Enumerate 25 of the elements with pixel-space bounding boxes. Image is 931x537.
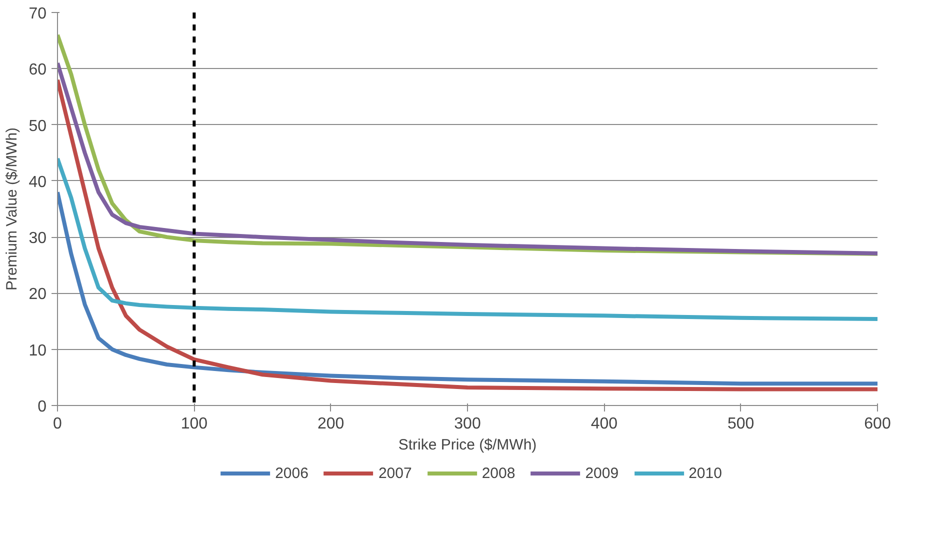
x-tick-label: 0 — [53, 416, 62, 432]
y-tick-label: 30 — [28, 230, 47, 248]
legend-label: 2006 — [275, 464, 308, 482]
line-series — [58, 156, 878, 322]
y-tick-label: 50 — [28, 118, 47, 135]
x-axis-title: Strike Price ($/MWh) — [398, 436, 537, 454]
x-tick-label: 500 — [727, 416, 754, 432]
y-tick-label: 70 — [28, 6, 47, 22]
legend-label: 2007 — [378, 464, 412, 482]
line-series — [58, 78, 878, 392]
y-tick-label: 40 — [28, 174, 47, 191]
x-tick-label: 600 — [864, 416, 891, 432]
y-tick-label: 10 — [28, 342, 47, 360]
y-tick-label: 60 — [28, 62, 47, 79]
y-tick-label: 0 — [38, 398, 47, 416]
x-tick-label: 100 — [180, 416, 208, 432]
line-series — [58, 190, 878, 386]
x-tick-label: 300 — [454, 416, 481, 432]
x-tick-label: 200 — [317, 416, 344, 432]
legend-label: 2010 — [688, 464, 722, 482]
y-axis-title: Premium Value ($/MWh) — [4, 127, 21, 291]
x-tick-label: 400 — [590, 416, 618, 432]
legend-label: 2008 — [482, 464, 516, 482]
y-tick-label: 20 — [28, 286, 47, 304]
legend-label: 2009 — [585, 464, 619, 482]
